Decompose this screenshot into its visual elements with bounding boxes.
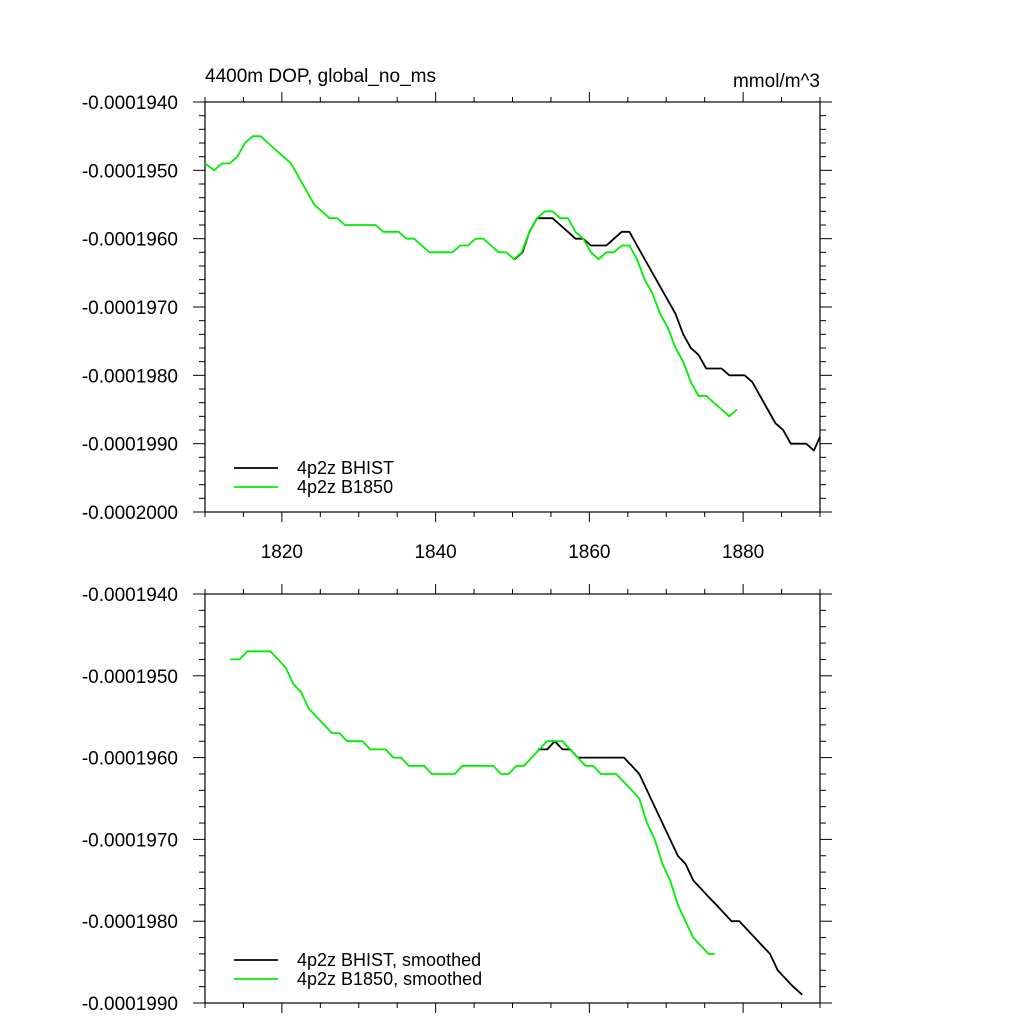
top-panel: 1820 1840 1860 1880 -0.0001940 -0.0001950 -0.0… <box>82 66 832 563</box>
y-tick-label: -0.0001960 <box>82 749 178 770</box>
x-tick-label: 1880 <box>722 542 764 563</box>
series-line-b1850 <box>204 135 738 418</box>
legend-label: 4p2z BHIST, smoothed <box>297 950 481 970</box>
plot-frame <box>204 101 821 513</box>
legend-label: 4p2z B1850, smoothed <box>297 969 482 989</box>
y-tick-label: -0.0001940 <box>82 93 178 114</box>
x-tick-label: 1820 <box>261 542 303 563</box>
series-line-b1850 <box>230 650 715 955</box>
y-tick-label: -0.0002000 <box>82 503 178 524</box>
x-tick-label: 1860 <box>568 542 610 563</box>
series-line-bhist <box>514 217 821 452</box>
y-tick-label: -0.0001980 <box>82 912 178 933</box>
y-tick-label: -0.0001970 <box>82 298 178 319</box>
y-tick-label: -0.0001950 <box>82 161 178 182</box>
bottom-panel: -0.0001940 -0.0001950 -0.0001960 -0.0001970… <box>82 584 832 1015</box>
y-tick-label: -0.0001990 <box>82 435 178 456</box>
series-line-bhist <box>537 740 803 996</box>
legend-label: 4p2z B1850 <box>297 477 393 497</box>
y-tick-label: -0.0001960 <box>82 230 178 251</box>
y-tick-label: -0.0001990 <box>82 994 178 1015</box>
legend-label: 4p2z BHIST <box>297 458 394 478</box>
y-tick-label: -0.0001980 <box>82 366 178 387</box>
y-tick-label: -0.0001970 <box>82 830 178 851</box>
units-label: mmol/m^3 <box>733 71 820 92</box>
x-tick-label: 1840 <box>414 542 456 563</box>
plot-frame <box>204 593 821 1004</box>
y-tick-label: -0.0001940 <box>82 585 178 606</box>
y-tick-label: -0.0001950 <box>82 667 178 688</box>
chart-title: 4400m DOP, global_no_ms <box>205 66 436 87</box>
